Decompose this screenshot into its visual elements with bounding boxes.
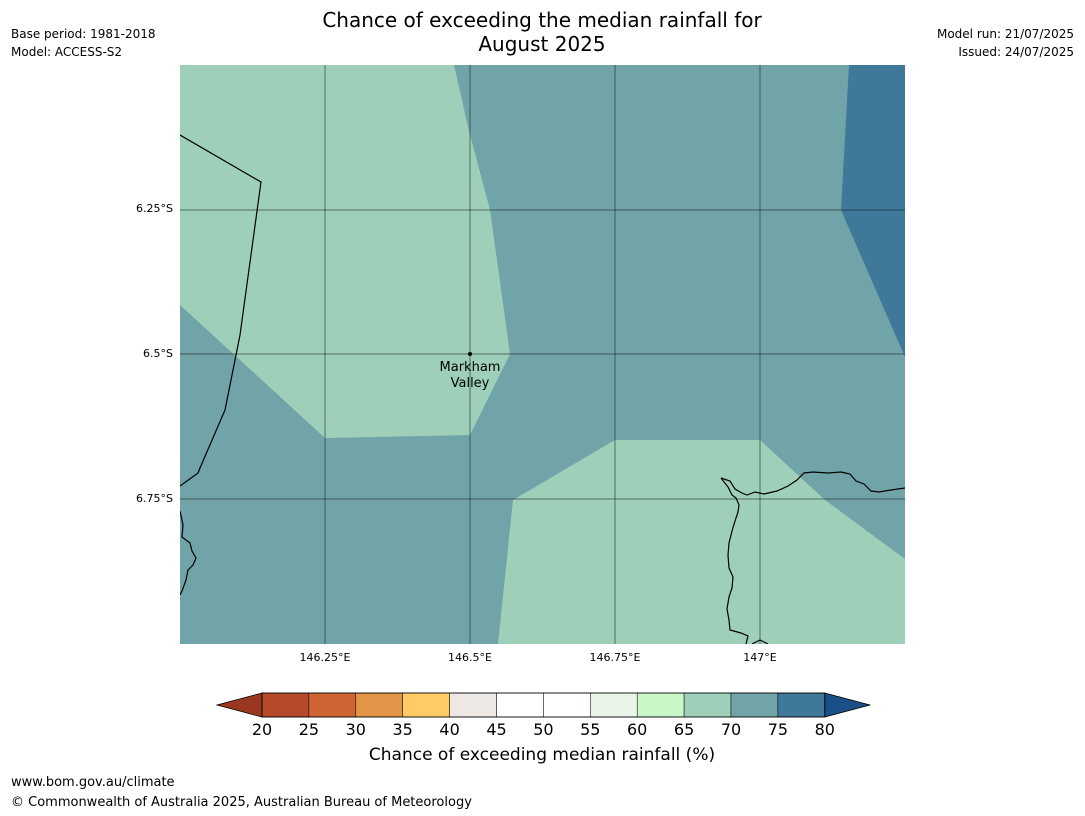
place-label-line-1: Markham [439, 360, 501, 375]
rainfall-map [180, 65, 905, 644]
colorbar-border [261, 692, 826, 718]
colorbar-swatch [496, 692, 544, 718]
map-title: Chance of exceeding the median rainfall … [242, 8, 842, 56]
colorbar-tick-label: 70 [720, 720, 742, 739]
colorbar-tick-label: 75 [767, 720, 789, 739]
colorbar-label: Chance of exceeding median rainfall (%) [368, 745, 716, 765]
colorbar-swatch [449, 692, 497, 718]
coastline-gulf-east [720, 471, 905, 496]
band-65-70-lower [498, 440, 905, 644]
lat-label-6-5: 6.5°S [143, 347, 173, 360]
colorbar-tick-label: 50 [533, 720, 554, 739]
lon-label-147: 147°E [743, 651, 777, 664]
colorbar-swatch [590, 692, 638, 718]
gridlines [180, 65, 905, 644]
colorbar-swatch [402, 692, 450, 718]
footer-url: www.bom.gov.au/climate [11, 775, 175, 790]
colorbar-swatch [777, 692, 826, 718]
colorbar-tick-label: 20 [251, 720, 273, 739]
colorbar-tick-label: 25 [298, 720, 320, 739]
footer-copyright: © Commonwealth of Australia 2025, Austra… [11, 795, 472, 810]
colorbar-swatch [261, 692, 310, 718]
colorbar-tick-label: 55 [580, 720, 601, 739]
coastline-south-tip [751, 639, 769, 644]
markham-valley-marker [468, 352, 472, 356]
issued-text: Issued: 24/07/2025 [958, 45, 1074, 59]
colorbar-swatch [308, 692, 357, 718]
colorbar-tick-label: 35 [392, 720, 413, 739]
band-65-70-upper [180, 65, 510, 438]
title-line-2: August 2025 [478, 32, 606, 56]
colorbar-tick-label: 40 [439, 720, 460, 739]
colorbar-swatch [355, 692, 403, 718]
band-75-80-upper-right [841, 65, 905, 357]
colorbar-tick-label: 65 [673, 720, 695, 739]
colorbar-swatch [636, 692, 685, 718]
model-text: Model: ACCESS-S2 [11, 45, 123, 59]
lon-label-146-5: 146.5°E [448, 651, 492, 664]
colorbar-tick-label: 60 [627, 720, 648, 739]
lat-label-6-25: 6.25°S [136, 202, 173, 215]
colorbar-swatch [683, 692, 732, 718]
coastline-gulf-west [720, 477, 749, 644]
colorbar-extend-high [824, 692, 871, 718]
place-label-line-2: Valley [450, 376, 490, 391]
lon-label-146-25: 146.25°E [299, 651, 351, 664]
colorbar-tick-label: 80 [814, 720, 835, 739]
base-period-text: Base period: 1981-2018 [11, 27, 156, 41]
lat-label-6-75: 6.75°S [136, 492, 173, 505]
colorbar-tick-label: 45 [486, 720, 507, 739]
meta-right: Model run: 21/07/2025 Issued: 24/07/2025 [937, 25, 1074, 61]
colorbar-tick-label: 30 [345, 720, 366, 739]
colorbar-swatch [730, 692, 779, 718]
colorbar-swatch [543, 692, 591, 718]
lon-label-146-75: 146.75°E [589, 651, 641, 664]
border-line [180, 134, 262, 487]
colorbar [215, 692, 871, 718]
place-label-markham-valley: Markham Valley [420, 360, 520, 392]
model-run-text: Model run: 21/07/2025 [936, 27, 1074, 41]
coastline-west [180, 510, 197, 596]
colorbar-extend-low [215, 692, 263, 718]
meta-left: Base period: 1981-2018 Model: ACCESS-S2 [11, 25, 156, 61]
title-line-1: Chance of exceeding the median rainfall … [322, 8, 762, 32]
